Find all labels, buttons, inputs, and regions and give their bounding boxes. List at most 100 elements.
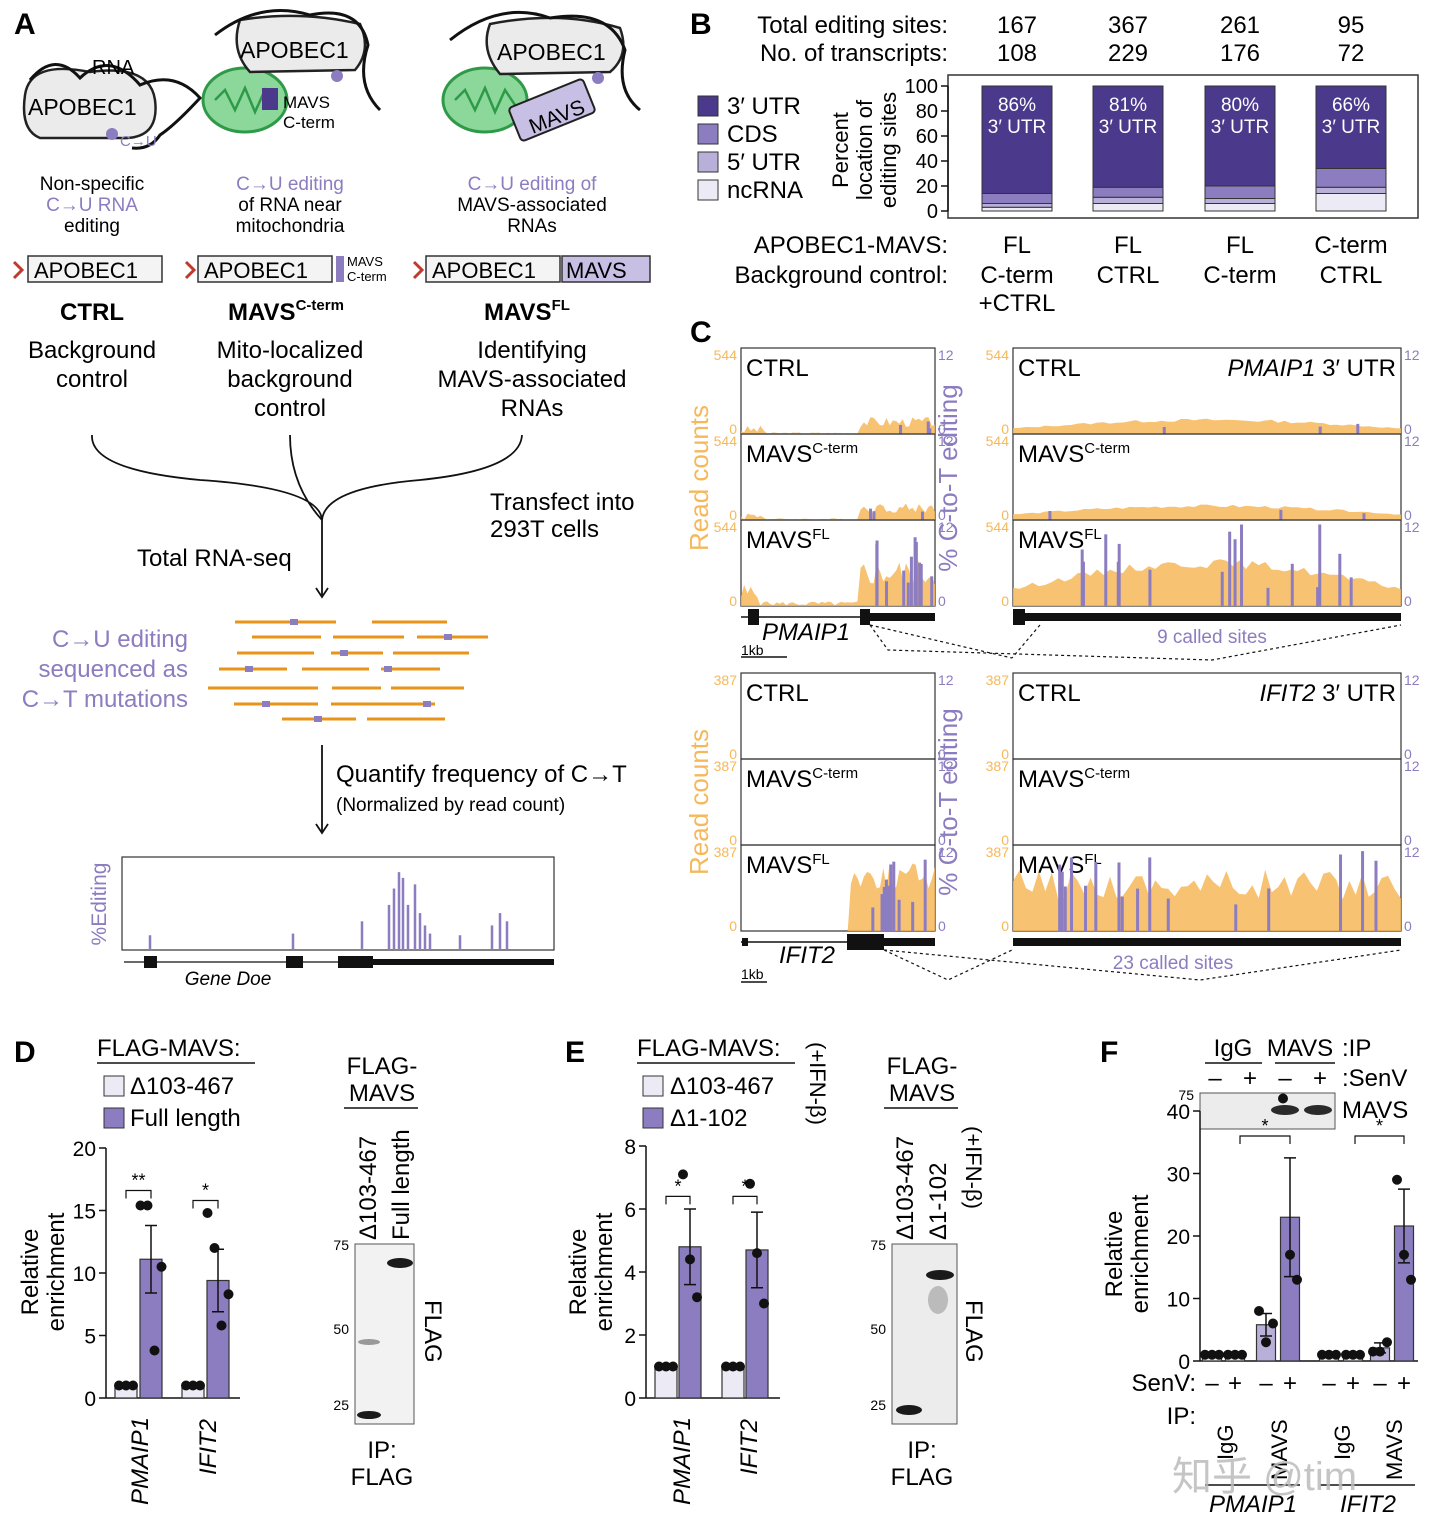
- pmaip1-zoom-cds: [1013, 609, 1025, 625]
- e-blot-antibody: FLAG: [960, 1300, 987, 1363]
- d-blot-antibody: FLAG: [419, 1300, 446, 1363]
- pmaip1-exon2: [860, 609, 870, 625]
- data-point: [735, 1361, 745, 1372]
- track-label: MAVSC-term: [1018, 765, 1130, 793]
- legend-5utr: 5′ UTR: [727, 149, 801, 176]
- legend-swatch-ncrna: [697, 179, 719, 201]
- significance-stars: *: [1261, 1116, 1268, 1136]
- transcripts-3: 176: [1220, 40, 1260, 67]
- data-point: [1368, 1346, 1378, 1357]
- control-3: C-term: [1203, 262, 1276, 289]
- f-band-mavs-minus: [1271, 1105, 1299, 1115]
- track-label-sup: FL: [1084, 851, 1102, 868]
- editing-site-bar: [1228, 531, 1232, 606]
- d-title: FLAG-MAVS:: [97, 1035, 241, 1062]
- e-ylabel-l1: Relative: [565, 1229, 592, 1316]
- data-point: [1375, 1346, 1385, 1357]
- y-tick-label: 0: [1178, 1351, 1190, 1374]
- editing-site-bar: [1374, 860, 1378, 931]
- track-zero-right: 0: [938, 918, 946, 934]
- editing-site-bar: [1080, 549, 1084, 606]
- f-mw-75: 75: [1178, 1087, 1194, 1103]
- watermark: 知乎 @tim: [1172, 1455, 1357, 1499]
- legend-cds: CDS: [727, 121, 778, 148]
- editing-site-bar: [1104, 534, 1108, 606]
- track-max-right: 12: [938, 672, 954, 688]
- track-region-label: IFIT2 3′ UTR: [1259, 680, 1396, 707]
- coverage-area: [741, 417, 935, 434]
- data-point: [195, 1380, 205, 1391]
- editing-site-bar: [1318, 426, 1322, 434]
- exon-1: [144, 956, 157, 968]
- data-point: [1285, 1249, 1295, 1260]
- d-band-faint: [358, 1339, 380, 1345]
- editing-site-bar: [920, 511, 924, 520]
- f-ip-igg: IgG: [1214, 1035, 1253, 1062]
- track-max-right: 12: [1404, 519, 1420, 535]
- f-bar-chart: 40 30 20 10 0 * *: [1167, 1093, 1418, 1374]
- quantify-label: Quantify frequency of C→T: [336, 761, 627, 788]
- e-blot-ifn: (+IFN-β): [961, 1126, 986, 1209]
- y-tick-label: 10: [73, 1263, 96, 1286]
- legend-swatch-5utr: [697, 151, 719, 173]
- panel-a-letter: A: [14, 8, 36, 41]
- desc2-l3: mitochondria: [236, 216, 345, 237]
- track-max-left: 544: [714, 519, 738, 535]
- editing-site-bar: [875, 540, 879, 606]
- editing-site-bar: [1267, 888, 1271, 931]
- top-scale-label: 1kb: [741, 642, 764, 658]
- y-tick-label: 20: [1167, 1226, 1190, 1249]
- track-label: MAVSC-term: [746, 765, 858, 793]
- transcripts-1: 108: [997, 40, 1037, 67]
- y-tick-label: 4: [624, 1262, 636, 1285]
- significance-bracket: [1239, 1135, 1291, 1144]
- d-band-full: [387, 1258, 413, 1268]
- legend-swatch-cds: [697, 123, 719, 145]
- pmaip1-called-sites: 9 called sites: [1157, 627, 1267, 648]
- e-legend-swatch-1: [642, 1075, 664, 1097]
- panel-d-letter: D: [14, 1036, 36, 1069]
- track-zero-right: 0: [938, 421, 946, 437]
- track-label-sup: FL: [812, 526, 830, 543]
- e-band-delta: [896, 1405, 922, 1415]
- apobec-label-fl: APOBEC1: [497, 39, 606, 65]
- construct-cterm-l1: MAVS: [347, 254, 383, 269]
- track-region-label: PMAIP1 3′ UTR: [1227, 355, 1396, 382]
- data-point: [678, 1169, 688, 1180]
- y-tick-label: 0: [624, 1388, 636, 1411]
- d-ip-l2: FLAG: [351, 1464, 414, 1491]
- data-point: [1207, 1349, 1217, 1360]
- track-label-sup: C-term: [812, 765, 858, 782]
- editing-site-bar: [1048, 510, 1052, 520]
- track-zero-left: 0: [1001, 593, 1009, 609]
- f-ip-3: IgG: [1330, 1425, 1355, 1460]
- y-tick-label: 20: [73, 1138, 96, 1161]
- significance-stars: *: [674, 1176, 681, 1196]
- role2-l1: Mito-localized: [217, 337, 364, 364]
- transfect-l1: Transfect into: [490, 489, 635, 516]
- data-point: [1292, 1274, 1302, 1285]
- d-gene-ifit2: IFIT2: [195, 1419, 222, 1475]
- total-sites-label: Total editing sites:: [757, 12, 948, 39]
- f-row-sign-6: +: [1346, 1370, 1360, 1397]
- b-bar-segment: [981, 85, 1053, 194]
- track-zero-left: 0: [729, 832, 737, 848]
- track-zero-left: 0: [729, 593, 737, 609]
- data-point: [1278, 1093, 1288, 1104]
- mavs-segment: [561, 255, 651, 283]
- e-title: FLAG-MAVS:: [637, 1035, 781, 1062]
- data-point: [216, 1320, 227, 1331]
- edit-dot-fl: [592, 72, 604, 84]
- data-point: [1406, 1274, 1416, 1285]
- data-point: [1230, 1349, 1240, 1360]
- total-sites-2: 367: [1108, 12, 1148, 39]
- panel-c-letter: C: [690, 316, 712, 349]
- editing-site-bar: [884, 879, 888, 931]
- track-max-left: 387: [714, 758, 738, 774]
- fusion-4: C-term: [1314, 232, 1387, 259]
- editing-axis-label: %Editing: [88, 863, 111, 946]
- track-label-sup: C-term: [812, 440, 858, 457]
- track-max-right: 12: [1404, 758, 1420, 774]
- e-mw-25: 25: [870, 1397, 886, 1413]
- b-tick-label: 20: [916, 176, 938, 198]
